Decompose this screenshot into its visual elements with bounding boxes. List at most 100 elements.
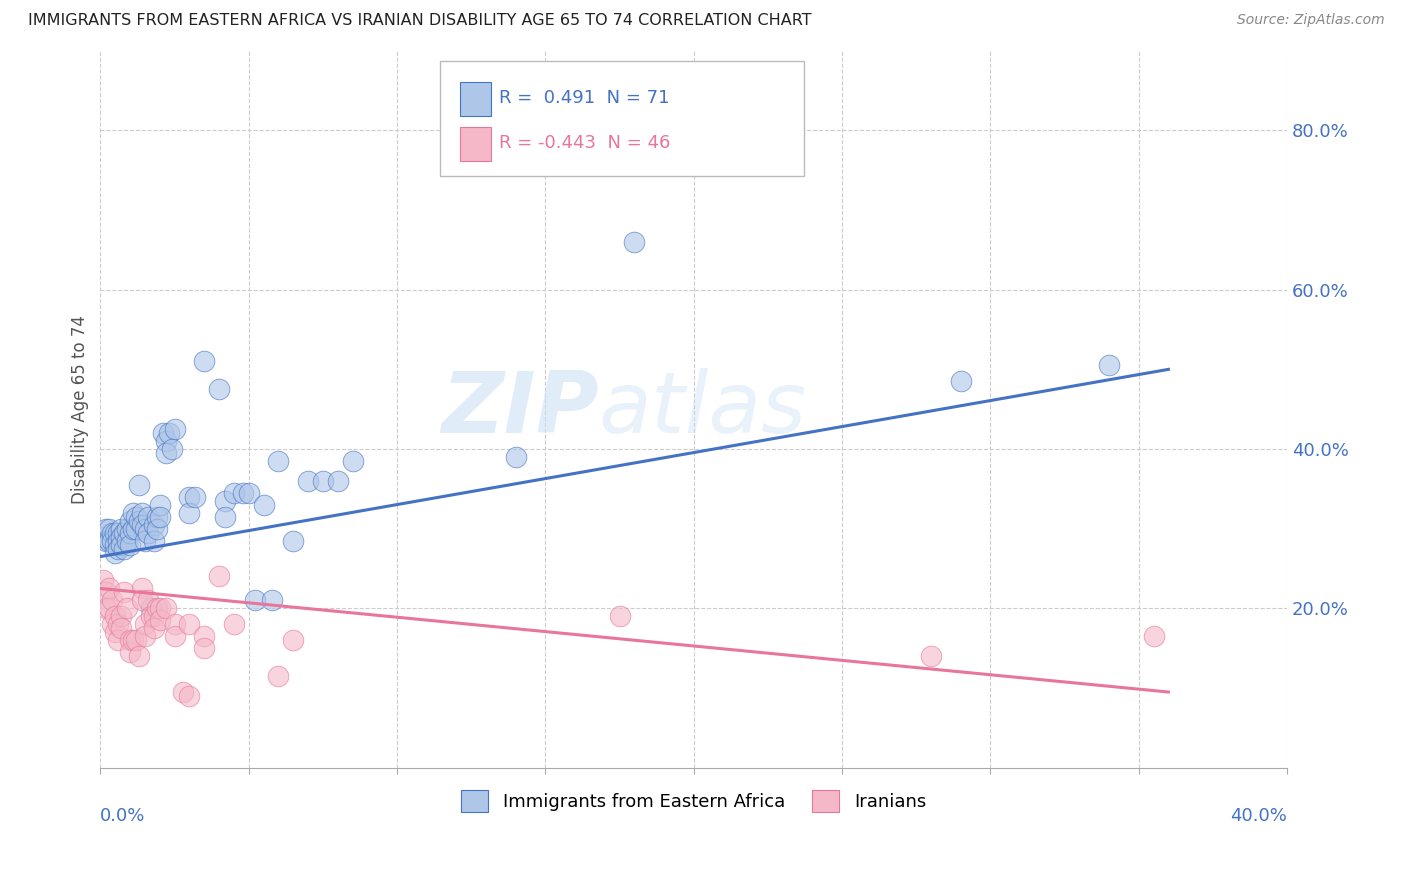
Point	[131, 582, 153, 596]
Point	[179, 617, 201, 632]
Point	[112, 525, 135, 540]
Point	[134, 533, 156, 548]
Point	[160, 442, 183, 456]
Point	[155, 601, 177, 615]
Point	[342, 454, 364, 468]
Text: ZIP: ZIP	[441, 368, 599, 450]
Point	[115, 533, 138, 548]
Point	[1098, 359, 1121, 373]
Text: Source: ZipAtlas.com: Source: ZipAtlas.com	[1237, 13, 1385, 28]
Point	[134, 617, 156, 632]
Point	[101, 617, 124, 632]
Y-axis label: Disability Age 65 to 74: Disability Age 65 to 74	[72, 315, 89, 504]
Point	[142, 621, 165, 635]
Point	[125, 633, 148, 648]
Point	[96, 585, 118, 599]
Point	[179, 490, 201, 504]
Point	[949, 374, 972, 388]
Point	[118, 538, 141, 552]
Point	[125, 522, 148, 536]
Point	[262, 593, 284, 607]
Point	[98, 601, 121, 615]
Point	[179, 506, 201, 520]
Point	[252, 498, 274, 512]
Point	[145, 522, 167, 536]
Point	[145, 601, 167, 615]
Point	[139, 601, 162, 615]
Point	[163, 617, 186, 632]
Point	[297, 474, 319, 488]
Text: IMMIGRANTS FROM EASTERN AFRICA VS IRANIAN DISABILITY AGE 65 TO 74 CORRELATION CH: IMMIGRANTS FROM EASTERN AFRICA VS IRANIA…	[28, 13, 811, 29]
Point	[243, 593, 266, 607]
Point	[118, 645, 141, 659]
Point	[163, 629, 186, 643]
Point	[101, 593, 124, 607]
Point	[110, 522, 132, 536]
Point	[96, 522, 118, 536]
Point	[107, 541, 129, 556]
Point	[193, 641, 215, 656]
Point	[267, 669, 290, 683]
Point	[920, 649, 942, 664]
Point	[107, 525, 129, 540]
Point	[623, 235, 645, 249]
Point	[326, 474, 349, 488]
Point	[98, 582, 121, 596]
Point	[283, 633, 305, 648]
Point	[91, 530, 114, 544]
Point	[283, 533, 305, 548]
Point	[104, 546, 127, 560]
Point	[98, 533, 121, 548]
Point	[128, 478, 150, 492]
Point	[107, 633, 129, 648]
Point	[98, 522, 121, 536]
Point	[136, 525, 159, 540]
Point	[122, 522, 145, 536]
Point	[179, 689, 201, 703]
Point	[104, 609, 127, 624]
Point	[122, 506, 145, 520]
Point	[505, 450, 527, 464]
Point	[110, 538, 132, 552]
Point	[142, 517, 165, 532]
Point	[118, 525, 141, 540]
Text: 40.0%: 40.0%	[1230, 807, 1286, 825]
Point	[96, 533, 118, 548]
Point	[149, 613, 172, 627]
Text: R = -0.443  N = 46: R = -0.443 N = 46	[499, 134, 671, 152]
Point	[118, 514, 141, 528]
Point	[208, 382, 231, 396]
Point	[193, 354, 215, 368]
Point	[131, 517, 153, 532]
Point	[128, 514, 150, 528]
Point	[184, 490, 207, 504]
Point	[118, 633, 141, 648]
Point	[145, 509, 167, 524]
Point	[157, 426, 180, 441]
Point	[104, 538, 127, 552]
Point	[136, 509, 159, 524]
Point	[101, 533, 124, 548]
Point	[214, 509, 236, 524]
Point	[312, 474, 335, 488]
Point	[104, 525, 127, 540]
Point	[128, 649, 150, 664]
Point	[152, 426, 174, 441]
Point	[110, 609, 132, 624]
Point	[134, 629, 156, 643]
Point	[96, 601, 118, 615]
Point	[107, 617, 129, 632]
Point	[609, 609, 631, 624]
Point	[214, 493, 236, 508]
Text: R =  0.491  N = 71: R = 0.491 N = 71	[499, 89, 669, 107]
Point	[267, 454, 290, 468]
Point	[112, 585, 135, 599]
Point	[134, 522, 156, 536]
Point	[193, 629, 215, 643]
Text: 0.0%: 0.0%	[100, 807, 146, 825]
Point	[91, 574, 114, 588]
Point	[104, 625, 127, 640]
Point	[101, 525, 124, 540]
Point	[172, 685, 194, 699]
Point	[149, 509, 172, 524]
